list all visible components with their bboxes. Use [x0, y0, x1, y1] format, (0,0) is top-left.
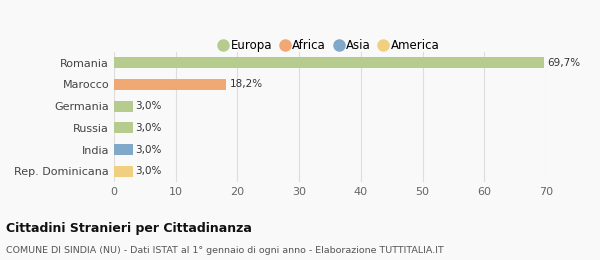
Bar: [114, 79, 226, 90]
Text: Cittadini Stranieri per Cittadinanza: Cittadini Stranieri per Cittadinanza: [6, 222, 252, 235]
Bar: [114, 122, 133, 133]
Bar: [114, 166, 133, 177]
Text: 3,0%: 3,0%: [136, 166, 162, 176]
Text: COMUNE DI SINDIA (NU) - Dati ISTAT al 1° gennaio di ogni anno - Elaborazione TUT: COMUNE DI SINDIA (NU) - Dati ISTAT al 1°…: [6, 246, 444, 255]
Bar: [114, 101, 133, 112]
Text: 3,0%: 3,0%: [136, 101, 162, 111]
Bar: [114, 57, 544, 68]
Text: 18,2%: 18,2%: [229, 80, 263, 89]
Bar: [114, 144, 133, 155]
Text: 3,0%: 3,0%: [136, 145, 162, 154]
Text: 69,7%: 69,7%: [547, 58, 580, 68]
Text: 3,0%: 3,0%: [136, 123, 162, 133]
Legend: Europa, Africa, Asia, America: Europa, Africa, Asia, America: [215, 35, 445, 57]
